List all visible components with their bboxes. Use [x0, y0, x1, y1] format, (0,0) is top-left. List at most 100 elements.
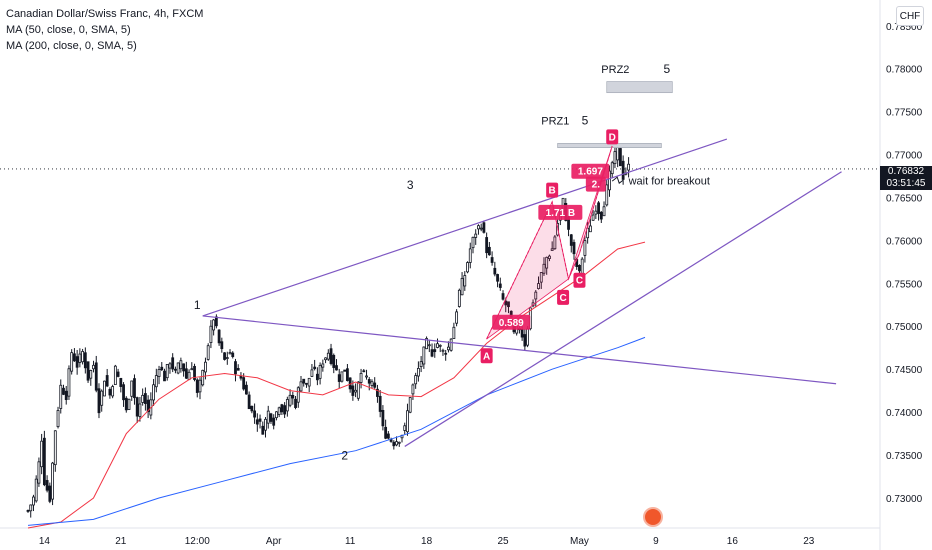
- candle-body: [127, 398, 131, 410]
- candle-body: [285, 399, 289, 412]
- candle-body: [485, 237, 489, 254]
- candle-body: [283, 405, 287, 415]
- candle-body: [83, 352, 87, 369]
- candle-body: [597, 202, 600, 214]
- symbol-title[interactable]: Canadian Dollar/Swiss Franc, 4h, FXCM: [6, 8, 204, 20]
- candle-body: [78, 353, 82, 363]
- pattern-marker-label: C: [559, 293, 566, 304]
- y-tick-label: 0.73000: [886, 494, 923, 505]
- candle-body: [135, 397, 139, 417]
- candle-body: [32, 496, 35, 506]
- candle-body: [354, 389, 358, 393]
- ma50-line: [27, 241, 646, 529]
- candle-body: [275, 411, 278, 419]
- y-tick-label: 0.78500: [886, 22, 923, 33]
- candle-body: [337, 374, 341, 382]
- candle-body: [411, 384, 415, 395]
- prz-label: PRZ1: [541, 115, 569, 127]
- candle-body: [569, 234, 573, 246]
- candle-body: [97, 388, 101, 414]
- y-tick-label: 0.77000: [886, 151, 923, 162]
- ma200-line: [27, 336, 646, 526]
- candle-body: [550, 248, 554, 251]
- candle-body: [236, 367, 240, 371]
- wave-label: 2: [341, 448, 348, 462]
- ratio-badge: [571, 163, 610, 179]
- candle-body: [310, 369, 314, 377]
- candle-body: [152, 384, 155, 401]
- candle-body: [318, 364, 322, 379]
- candle-body: [608, 170, 611, 191]
- candle-body: [75, 356, 79, 368]
- candle-body: [381, 409, 385, 427]
- candle-body: [332, 354, 336, 368]
- candle-body: [395, 441, 398, 446]
- candle-body: [619, 148, 622, 167]
- breakout-annotation: wait for breakout: [628, 176, 710, 188]
- indicator-ma50-label[interactable]: MA (50, close, 0, SMA, 5): [6, 24, 131, 36]
- candle-body: [103, 380, 106, 397]
- candle-body: [154, 375, 158, 388]
- candle-body: [269, 413, 273, 422]
- harmonic-path: [486, 145, 613, 340]
- candle-body: [343, 369, 347, 372]
- pattern-marker-badge: [606, 129, 619, 145]
- candle-body: [242, 377, 246, 390]
- candle-body: [498, 283, 502, 288]
- x-tick-label: 14: [39, 536, 51, 547]
- candle-body: [81, 351, 84, 363]
- candle-body: [130, 380, 134, 397]
- candle-body: [198, 379, 202, 393]
- candle-body: [408, 397, 412, 413]
- candle-body: [195, 379, 199, 393]
- candle-body: [315, 373, 319, 381]
- candle-body: [359, 373, 363, 383]
- currency-badge[interactable]: CHF: [896, 6, 924, 26]
- candle-body: [548, 255, 551, 259]
- candle-body: [253, 410, 256, 418]
- candle-body: [610, 162, 614, 175]
- candle-body: [356, 381, 360, 399]
- candle-body: [526, 328, 529, 346]
- candle-body: [406, 410, 409, 433]
- candle-body: [326, 352, 330, 360]
- candle-body: [490, 257, 494, 263]
- candle-body: [209, 325, 213, 343]
- candle-body: [384, 426, 388, 439]
- candle-body: [605, 184, 609, 206]
- x-tick-label: 16: [727, 536, 739, 547]
- indicator-ma200-label[interactable]: MA (200, close, 0, SMA, 5): [6, 40, 137, 52]
- y-tick-label: 0.74000: [886, 408, 923, 419]
- candle-body: [182, 363, 186, 372]
- wave-label: 5: [663, 62, 670, 76]
- candle-body: [447, 346, 450, 351]
- candle-body: [534, 291, 538, 300]
- candle-body: [449, 338, 453, 351]
- ratio-badge: [538, 204, 583, 220]
- candle-body: [539, 272, 543, 283]
- candle-body: [367, 379, 371, 384]
- candle-body: [545, 256, 549, 269]
- ratio-label: 1.697: [578, 167, 603, 178]
- x-tick-label: 25: [497, 536, 509, 547]
- candle-body: [165, 364, 169, 379]
- candle-body: [26, 510, 30, 512]
- candle-body: [255, 419, 259, 425]
- candle-body: [613, 151, 617, 165]
- last-price-tag: 0.76832: [880, 166, 932, 178]
- candle-body: [34, 478, 38, 502]
- candle-body: [373, 382, 377, 388]
- candle-body: [436, 343, 439, 348]
- candle-body: [89, 370, 93, 379]
- y-tick-label: 0.77500: [886, 108, 923, 119]
- candle-body: [277, 407, 281, 415]
- candle-body: [463, 275, 467, 287]
- candle-body: [201, 369, 205, 386]
- candle-body: [362, 370, 366, 373]
- candle-body: [217, 329, 221, 344]
- y-tick-label: 0.74500: [886, 365, 923, 376]
- chart-legend: Canadian Dollar/Swiss Franc, 4h, FXCM MA…: [6, 6, 203, 54]
- trendline: [404, 171, 842, 447]
- wave-label: 5: [582, 113, 589, 127]
